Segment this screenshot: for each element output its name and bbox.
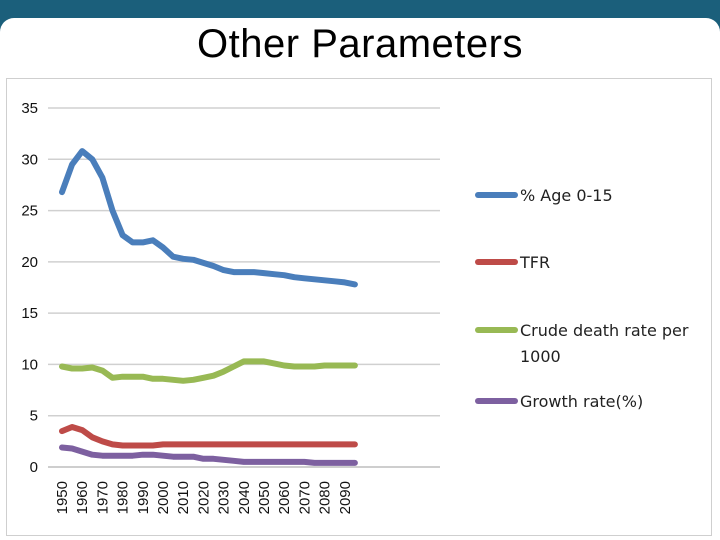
legend-label-3: Growth rate(%) (520, 392, 643, 411)
x-tick-label: 2090 (337, 481, 354, 514)
y-tick-label: 10 (21, 356, 38, 373)
x-tick-label: 1960 (74, 481, 91, 514)
x-tick-label: 2050 (256, 481, 273, 514)
x-tick-label: 2060 (276, 481, 293, 514)
x-tick-label: 1950 (54, 481, 71, 514)
x-tick-label: 1970 (94, 481, 111, 514)
legend-layer: % Age 0-15 TFR Crude death rate per 1000 Gro… (475, 186, 689, 411)
y-tick-label: 20 (21, 254, 38, 271)
series-line-2 (59, 358, 358, 384)
x-tick-label: 1980 (115, 481, 132, 514)
x-tick-label: 2010 (175, 481, 192, 514)
x-tick-label: 2080 (317, 481, 334, 514)
legend-label-1: TFR (519, 253, 550, 272)
y-tick-label: 25 (21, 203, 38, 220)
slide-title: Other Parameters (197, 22, 523, 66)
y-tick-label: 35 (21, 100, 38, 117)
chart-frame (6, 78, 712, 536)
title-box (0, 18, 720, 78)
legend-label-2: Crude death rate per 1000 (520, 321, 689, 366)
series-line-1 (59, 424, 358, 449)
series-layer (59, 148, 358, 466)
y-tick-label: 30 (21, 151, 38, 168)
y-tick-label: 5 (30, 408, 38, 425)
x-tick-label: 1990 (135, 481, 152, 514)
grid-layer (48, 107, 440, 417)
legend-label-0: % Age 0-15 (520, 186, 613, 205)
series-line-3 (59, 444, 358, 466)
x-tick-label: 2070 (296, 481, 313, 514)
y-tick-label: 15 (21, 305, 38, 322)
x-tick-label: 2030 (216, 481, 233, 514)
y-tick-label: 0 (30, 459, 38, 476)
x-tick-label: 2020 (195, 481, 212, 514)
series-line-0 (59, 148, 358, 288)
x-tick-label: 2000 (155, 481, 172, 514)
x-tick-label: 2040 (236, 481, 253, 514)
